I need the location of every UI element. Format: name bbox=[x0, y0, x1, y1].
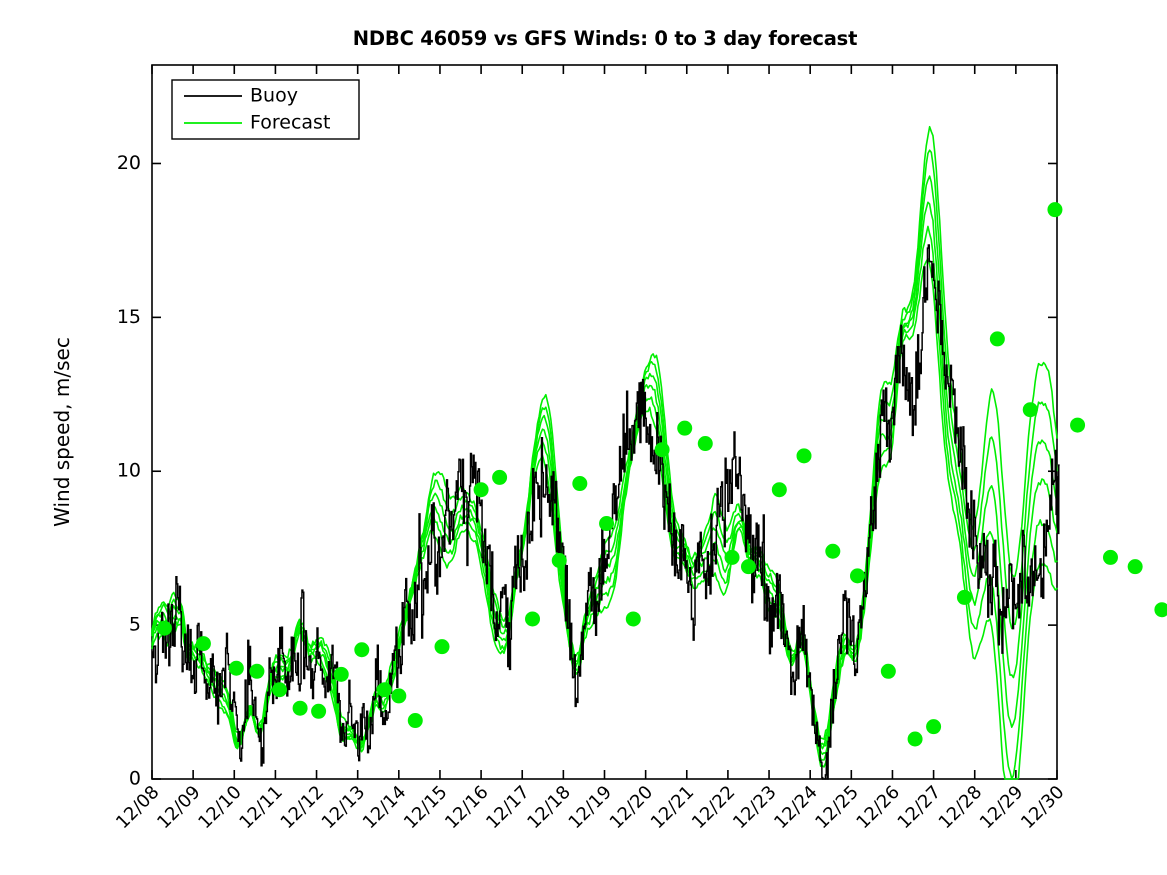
forecast-marker-point bbox=[156, 620, 172, 636]
y-tick-label: 15 bbox=[117, 306, 141, 328]
x-tick-label: 12/22 bbox=[688, 782, 740, 834]
x-tick-label: 12/18 bbox=[523, 782, 575, 834]
forecast-marker-point bbox=[926, 719, 942, 735]
x-tick-label: 12/25 bbox=[811, 782, 863, 834]
x-tick-label: 12/24 bbox=[770, 782, 822, 834]
buoy-line bbox=[152, 244, 1060, 780]
forecast-marker-point bbox=[625, 611, 641, 627]
forecast-marker-point bbox=[228, 660, 244, 676]
forecast-marker-point bbox=[880, 663, 896, 679]
forecast-marker-point bbox=[391, 688, 407, 704]
legend-label: Buoy bbox=[250, 85, 298, 107]
forecast-marker-point bbox=[907, 731, 923, 747]
forecast-marker-point bbox=[1154, 602, 1167, 618]
x-tick-label: 12/14 bbox=[359, 782, 411, 834]
x-tick-label: 12/10 bbox=[194, 782, 246, 834]
forecast-marker-point bbox=[989, 331, 1005, 347]
forecast-marker-point bbox=[473, 482, 489, 498]
x-tick-label: 12/12 bbox=[277, 782, 329, 834]
forecast-marker-point bbox=[654, 442, 670, 458]
x-tick-label: 12/27 bbox=[894, 782, 946, 834]
forecast-marker-point bbox=[249, 663, 265, 679]
x-tick-label: 12/28 bbox=[935, 782, 987, 834]
forecast-ensemble-member bbox=[151, 258, 1058, 780]
y-tick-label: 0 bbox=[129, 768, 141, 790]
forecast-marker-point bbox=[1022, 402, 1038, 418]
x-tick-label: 12/29 bbox=[976, 782, 1028, 834]
forecast-marker-point bbox=[1047, 202, 1063, 218]
forecast-marker-point bbox=[677, 420, 693, 436]
forecast-marker-point bbox=[311, 703, 327, 719]
forecast-marker-point bbox=[407, 713, 423, 729]
forecast-marker-point bbox=[195, 636, 211, 652]
legend: Buoy Forecast bbox=[171, 79, 360, 140]
forecast-marker-point bbox=[849, 568, 865, 584]
forecast-marker-point bbox=[1127, 559, 1143, 575]
forecast-marker-point bbox=[272, 682, 288, 698]
y-tick-label: 20 bbox=[117, 152, 141, 174]
forecast-marker-point bbox=[292, 700, 308, 716]
forecast-marker-point bbox=[525, 611, 541, 627]
x-tick-label: 12/30 bbox=[1017, 782, 1069, 834]
buoy-series-line bbox=[152, 244, 1060, 780]
forecast-marker-point bbox=[1070, 417, 1086, 433]
forecast-ensemble-member bbox=[151, 201, 1058, 756]
x-tick-label: 12/26 bbox=[852, 782, 904, 834]
forecast-marker-point bbox=[796, 448, 812, 464]
forecast-marker-point bbox=[572, 476, 588, 492]
forecast-marker-point bbox=[724, 549, 740, 565]
x-tick-label: 12/19 bbox=[565, 782, 617, 834]
forecast-marker-point bbox=[825, 543, 841, 559]
x-tick-label: 12/16 bbox=[441, 782, 493, 834]
forecast-marker-point bbox=[599, 516, 615, 532]
forecast-marker-point bbox=[771, 482, 787, 498]
legend-label: Forecast bbox=[250, 112, 330, 134]
forecast-marker-point bbox=[333, 666, 349, 682]
forecast-marker-point bbox=[492, 469, 508, 485]
x-tick-label: 12/21 bbox=[647, 782, 699, 834]
forecast-marker-point bbox=[956, 589, 972, 605]
forecast-marker-point bbox=[697, 436, 713, 452]
x-tick-label: 12/11 bbox=[235, 782, 287, 834]
y-tick-label: 10 bbox=[117, 460, 141, 482]
page-title: NDBC 46059 vs GFS Winds: 0 to 3 day fore… bbox=[352, 27, 858, 50]
y-tick-label: 5 bbox=[129, 614, 141, 636]
x-tick-label: 12/20 bbox=[606, 782, 658, 834]
y-axis-ticks: 0 5 10 15 20 bbox=[117, 152, 1057, 790]
forecast-marker-points bbox=[156, 202, 1167, 747]
forecast-marker-point bbox=[354, 642, 370, 658]
forecast-marker-point bbox=[551, 552, 567, 568]
x-tick-label: 12/13 bbox=[318, 782, 370, 834]
forecast-marker-point bbox=[434, 639, 450, 655]
forecast-marker-point bbox=[376, 682, 392, 698]
forecast-marker-point bbox=[1102, 549, 1118, 565]
x-tick-label: 12/09 bbox=[153, 782, 205, 834]
forecast-marker-point bbox=[740, 559, 756, 575]
x-tick-label: 12/15 bbox=[400, 782, 452, 834]
x-tick-label: 12/23 bbox=[729, 782, 781, 834]
x-tick-label: 12/17 bbox=[482, 782, 534, 834]
